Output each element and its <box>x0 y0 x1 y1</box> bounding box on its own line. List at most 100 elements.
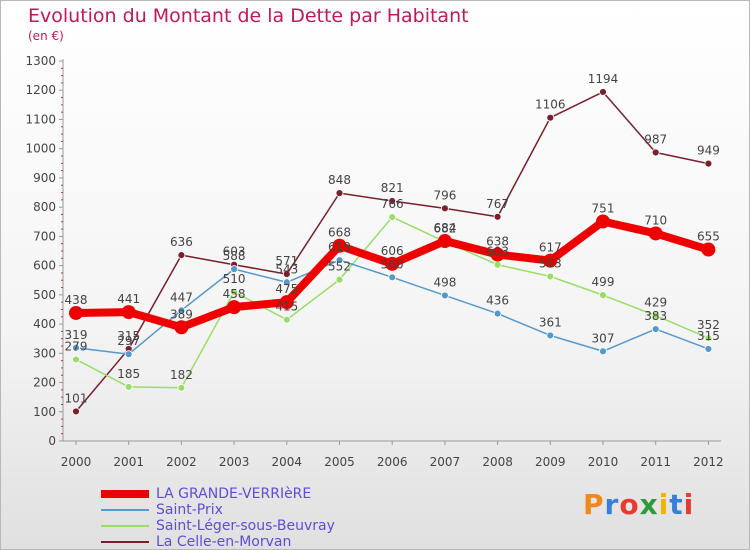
legend-label-saint-prix: Saint-Prix <box>156 502 223 518</box>
data-label: 949 <box>697 144 720 158</box>
data-label: 636 <box>170 235 193 249</box>
data-point <box>701 242 716 257</box>
data-point <box>121 305 136 320</box>
data-label: 475 <box>275 282 298 296</box>
data-point <box>543 253 558 268</box>
data-label: 987 <box>644 132 667 146</box>
data-label: 415 <box>275 300 298 314</box>
data-point <box>651 325 660 333</box>
legend-label-celle-en-morvan: La Celle-en-Morvan <box>156 534 292 550</box>
data-point <box>648 226 663 241</box>
data-label: 352 <box>697 318 720 332</box>
series-layer <box>69 88 716 416</box>
data-label: 499 <box>592 275 615 289</box>
chart-unit: (en €) <box>28 29 64 43</box>
data-point <box>174 320 189 335</box>
data-point <box>177 251 186 259</box>
data-point <box>227 300 242 315</box>
legend: LA GRANDE-VERRIèRE Saint-Prix Saint-Lége… <box>101 486 335 550</box>
data-point <box>546 113 555 122</box>
data-point <box>599 88 607 96</box>
data-point <box>177 383 186 392</box>
data-point <box>440 291 449 300</box>
data-point <box>282 270 291 278</box>
data-point <box>704 159 713 168</box>
y-tick-label: 1100 <box>25 112 56 126</box>
data-labels: 101 315 636 603 571 848 821 796 767 1106 1194 987 94… <box>65 72 720 405</box>
data-label: 1194 <box>588 72 619 86</box>
data-point <box>651 148 660 157</box>
y-tick-label: 500 <box>33 288 56 302</box>
data-label: 101 <box>65 391 88 405</box>
x-tick-label: 2001 <box>113 455 144 469</box>
x-tick-label: 2006 <box>377 455 408 469</box>
data-point <box>282 278 291 287</box>
legend-label-saint-leger: Saint-Léger-sous-Beuvray <box>156 518 335 534</box>
data-point <box>599 347 607 356</box>
x-tick-label: 2000 <box>61 455 92 469</box>
data-label: 1106 <box>535 98 566 112</box>
y-tick-label: 0 <box>48 434 56 448</box>
data-point <box>282 315 291 324</box>
x-tick-label: 2003 <box>219 455 250 469</box>
x-tick-label: 2010 <box>588 455 619 469</box>
y-tick-label: 800 <box>33 200 56 214</box>
chart-title: Evolution du Montant de la Dette par Hab… <box>28 5 469 27</box>
data-point <box>546 331 555 340</box>
data-label: 436 <box>486 294 509 308</box>
data-label: 606 <box>381 244 404 258</box>
x-tick-label: 2008 <box>482 455 513 469</box>
data-point <box>493 212 502 221</box>
x-tick-label: 2002 <box>166 455 197 469</box>
data-point <box>704 345 713 353</box>
data-label: 361 <box>539 315 562 329</box>
data-label: 185 <box>117 367 140 381</box>
axes: 0 100 200 300 400 500 600 700 800 900 1000 1100 1200… <box>25 54 723 469</box>
data-label: 710 <box>644 213 667 227</box>
data-label: 297 <box>117 334 140 348</box>
data-point <box>388 213 397 221</box>
data-point <box>546 272 555 281</box>
data-label: 319 <box>65 328 88 342</box>
data-point <box>493 309 502 318</box>
legend-swatch-grande-verriere <box>101 490 149 498</box>
data-point <box>490 247 505 262</box>
y-tick-label: 900 <box>33 171 56 185</box>
y-tick-label: 1300 <box>25 54 56 68</box>
data-label: 766 <box>381 197 404 211</box>
data-label: 588 <box>223 249 246 263</box>
data-label: 438 <box>65 293 88 307</box>
data-point <box>124 383 133 391</box>
data-label: 389 <box>170 307 193 321</box>
x-tick-label: 2005 <box>324 455 355 469</box>
data-label: 796 <box>433 188 456 202</box>
data-point <box>335 256 344 264</box>
data-point <box>177 306 186 315</box>
data-point <box>72 343 80 352</box>
data-label: 441 <box>117 292 140 306</box>
data-point <box>332 238 347 253</box>
data-point <box>651 311 660 320</box>
legend-item-grande-verriere: LA GRANDE-VERRIèRE <box>101 486 335 502</box>
x-tick-label: 2009 <box>535 455 566 469</box>
data-point <box>72 355 80 364</box>
y-tick-label: 100 <box>33 405 56 419</box>
data-label: 307 <box>592 331 615 345</box>
data-label: 563 <box>539 256 562 270</box>
data-point <box>596 214 610 229</box>
data-point <box>72 407 80 416</box>
data-label: 543 <box>275 262 298 276</box>
data-label: 638 <box>486 235 509 249</box>
data-label: 315 <box>117 329 140 343</box>
data-point <box>437 234 452 249</box>
line-chart: 0 100 200 300 400 500 600 700 800 900 1000 1100 1200… <box>25 54 723 469</box>
data-point <box>388 273 397 282</box>
y-tick-label: 1200 <box>25 83 56 97</box>
data-label: 821 <box>381 181 404 195</box>
data-label: 619 <box>328 240 351 254</box>
data-point <box>599 291 607 300</box>
data-label: 655 <box>697 230 720 244</box>
data-label: 383 <box>644 309 667 323</box>
data-label: 447 <box>170 290 193 304</box>
